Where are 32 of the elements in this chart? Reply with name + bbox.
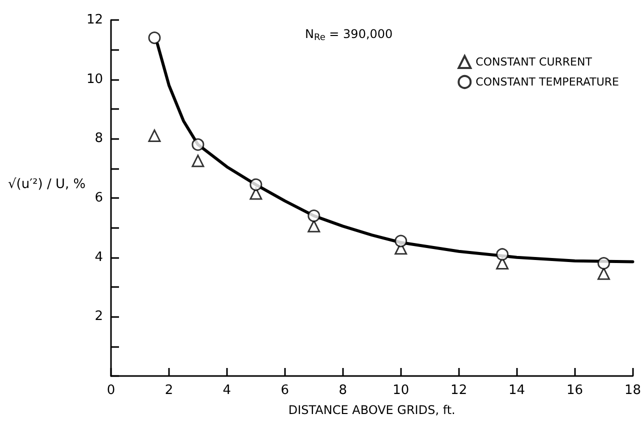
x-tick-label: 4 bbox=[222, 383, 232, 398]
x-tick-label: 18 bbox=[624, 383, 641, 398]
y-tick-label: 10 bbox=[86, 72, 103, 87]
y-tick-label: 12 bbox=[86, 12, 103, 28]
point bbox=[598, 257, 610, 270]
x-tick-label: 16 bbox=[566, 383, 584, 398]
point bbox=[308, 220, 320, 232]
y-tick-label: 8 bbox=[94, 131, 103, 146]
x-tick-label: 12 bbox=[450, 383, 468, 398]
y-axis-title: √(u′²) / U, % bbox=[8, 177, 86, 192]
x-tick-label: 2 bbox=[164, 383, 174, 398]
point bbox=[148, 32, 161, 44]
legend-label: CONSTANT CURRENT bbox=[476, 56, 592, 68]
point bbox=[496, 248, 509, 261]
legend-label: CONSTANT TEMPERATURE bbox=[476, 76, 620, 88]
point bbox=[597, 267, 610, 280]
x-axis-title: DISTANCE ABOVE GRIDS, ft. bbox=[288, 403, 456, 417]
point bbox=[308, 210, 320, 222]
point bbox=[250, 178, 262, 191]
x-tick-label: 8 bbox=[338, 383, 348, 398]
y-tick-label: 6 bbox=[94, 190, 103, 206]
x-tick-label: 10 bbox=[392, 383, 410, 398]
point bbox=[192, 154, 204, 168]
point bbox=[148, 129, 161, 142]
x-tick-label: 6 bbox=[280, 383, 290, 398]
point bbox=[192, 138, 204, 151]
point bbox=[496, 257, 509, 270]
y-tick-label: 2 bbox=[94, 309, 103, 324]
point bbox=[394, 234, 408, 248]
y-tick-label: 4 bbox=[94, 250, 103, 265]
x-tick-label: 0 bbox=[106, 383, 116, 398]
x-tick-label: 14 bbox=[508, 383, 526, 398]
